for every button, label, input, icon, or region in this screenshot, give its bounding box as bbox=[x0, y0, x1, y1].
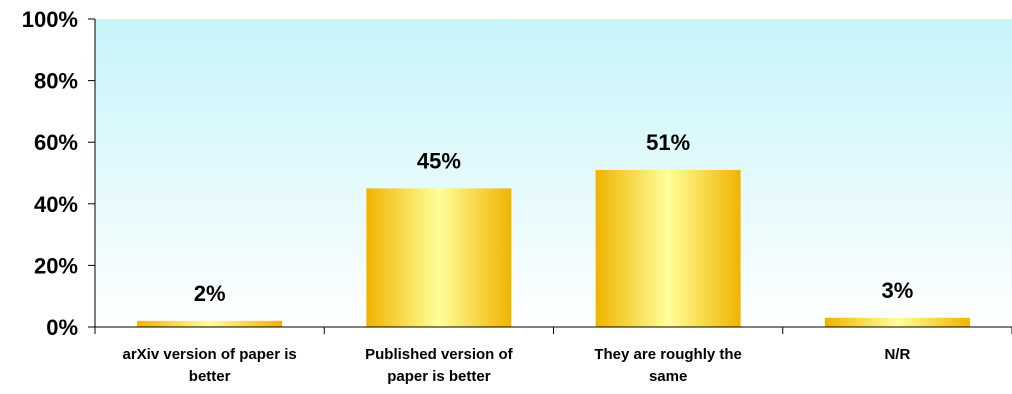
y-tick-label: 20% bbox=[34, 253, 78, 278]
data-label: 45% bbox=[417, 148, 461, 173]
y-tick-label: 40% bbox=[34, 192, 78, 217]
y-tick-label: 60% bbox=[34, 130, 78, 155]
category-label: They are roughly the bbox=[594, 346, 742, 363]
bar bbox=[137, 320, 283, 327]
bar bbox=[824, 317, 970, 327]
category-label: arXiv version of paper is bbox=[123, 346, 297, 363]
category-label: Published version of bbox=[365, 346, 514, 363]
bar bbox=[595, 169, 741, 327]
bar bbox=[366, 188, 512, 327]
data-label: 3% bbox=[881, 278, 913, 303]
category-label: same bbox=[649, 368, 687, 385]
y-tick-label: 80% bbox=[34, 69, 78, 94]
data-label: 51% bbox=[646, 130, 690, 155]
category-label: better bbox=[189, 368, 231, 385]
y-tick-label: 0% bbox=[46, 315, 78, 340]
plot-area bbox=[95, 19, 1012, 327]
category-label: paper is better bbox=[387, 368, 491, 385]
category-label: N/R bbox=[884, 346, 910, 363]
data-label: 2% bbox=[194, 281, 226, 306]
y-tick-label: 100% bbox=[22, 7, 78, 32]
